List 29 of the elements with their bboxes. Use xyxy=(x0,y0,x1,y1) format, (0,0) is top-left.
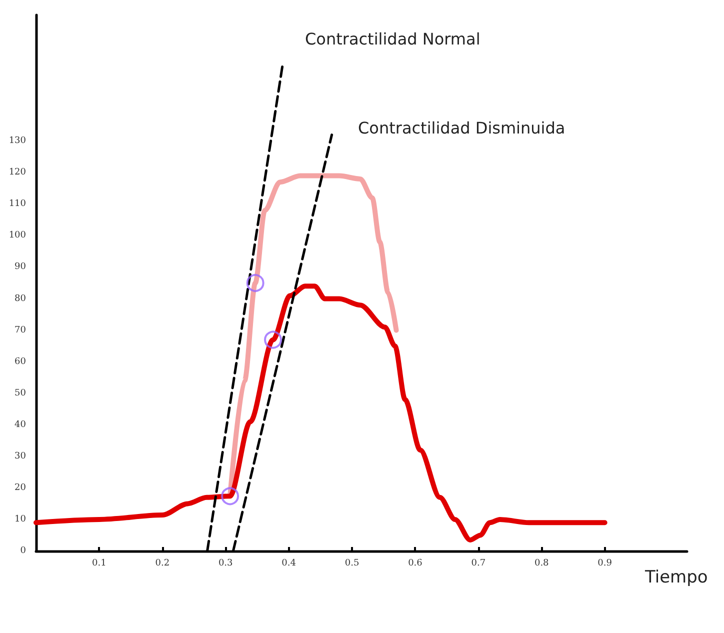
y-tick-label: 100 xyxy=(8,230,26,241)
y-tick-label: 80 xyxy=(14,294,26,304)
y-tick-label: 50 xyxy=(14,388,26,398)
y-tick-label: 10 xyxy=(14,514,26,524)
point xyxy=(221,487,240,506)
x-tick-label: 0.4 xyxy=(282,558,296,568)
y-tick-label: 70 xyxy=(14,325,26,336)
annotation: Contractilidad Disminuida xyxy=(358,118,566,138)
x-tick-label: 0.2 xyxy=(155,558,170,568)
x-tick-label: 0.3 xyxy=(218,558,234,568)
x-tick-label: 0.8 xyxy=(534,558,550,568)
y-tick-label: 30 xyxy=(14,451,26,462)
y-tick-label: 110 xyxy=(8,199,26,210)
point xyxy=(246,274,264,292)
y-tick-label: 20 xyxy=(14,482,26,493)
y-tick-label: 130 xyxy=(8,136,26,146)
y-tick-label: 120 xyxy=(8,168,26,178)
point xyxy=(264,330,282,349)
x-tick-label: 0.6 xyxy=(408,558,423,568)
y-tick-label: 40 xyxy=(14,420,26,430)
annotation: Contractilidad Normal xyxy=(305,30,480,48)
y-tick-label: 90 xyxy=(14,262,26,272)
x-tick-label: 0.1 xyxy=(92,558,106,568)
y-tick-label: 0 xyxy=(20,546,26,556)
x-tick-label: 0.9 xyxy=(598,558,612,568)
y-tick-label: 60 xyxy=(14,356,26,367)
x-tick-label: 0.5 xyxy=(344,558,360,568)
x-axis-title: Tiempo xyxy=(644,568,708,588)
x-tick-label: 0.7 xyxy=(471,558,486,568)
